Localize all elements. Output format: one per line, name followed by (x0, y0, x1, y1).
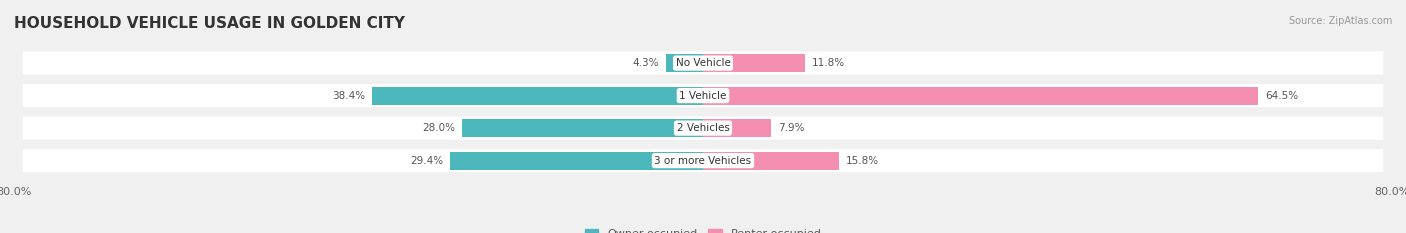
Text: 64.5%: 64.5% (1265, 91, 1299, 101)
Text: 29.4%: 29.4% (409, 156, 443, 166)
Text: 3 or more Vehicles: 3 or more Vehicles (654, 156, 752, 166)
Bar (703, 87, 1258, 105)
FancyBboxPatch shape (22, 116, 1384, 140)
Text: No Vehicle: No Vehicle (675, 58, 731, 68)
Text: 28.0%: 28.0% (422, 123, 456, 133)
FancyBboxPatch shape (22, 84, 1384, 107)
FancyBboxPatch shape (22, 149, 1384, 172)
Bar (373, 87, 703, 105)
Text: Source: ZipAtlas.com: Source: ZipAtlas.com (1288, 16, 1392, 26)
Legend: Owner-occupied, Renter-occupied: Owner-occupied, Renter-occupied (585, 229, 821, 233)
Text: 4.3%: 4.3% (633, 58, 659, 68)
Text: 15.8%: 15.8% (846, 156, 879, 166)
Bar (703, 152, 839, 170)
Text: HOUSEHOLD VEHICLE USAGE IN GOLDEN CITY: HOUSEHOLD VEHICLE USAGE IN GOLDEN CITY (14, 16, 405, 31)
Text: 2 Vehicles: 2 Vehicles (676, 123, 730, 133)
Text: 7.9%: 7.9% (778, 123, 804, 133)
Text: 11.8%: 11.8% (811, 58, 845, 68)
Text: 38.4%: 38.4% (332, 91, 366, 101)
Bar (461, 119, 703, 137)
Bar (450, 152, 703, 170)
Bar (703, 54, 804, 72)
Text: 1 Vehicle: 1 Vehicle (679, 91, 727, 101)
Bar (703, 119, 770, 137)
Bar (666, 54, 703, 72)
FancyBboxPatch shape (22, 51, 1384, 75)
